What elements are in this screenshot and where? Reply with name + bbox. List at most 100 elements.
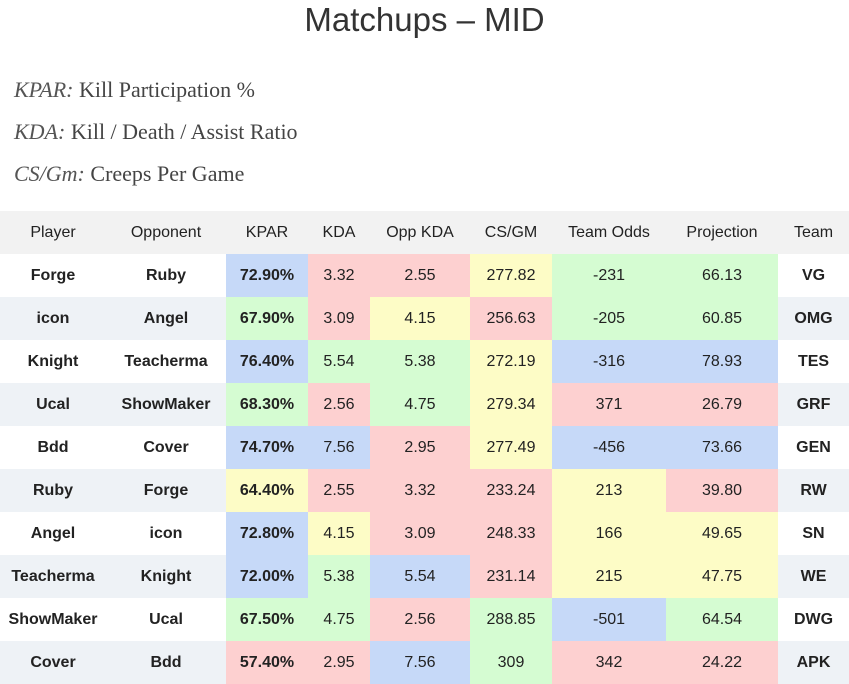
cell-player: ShowMaker — [0, 598, 106, 641]
cell-kpar: 67.50% — [226, 598, 308, 641]
cell-opp-kda: 4.15 — [370, 297, 470, 340]
cell-team: APK — [778, 641, 849, 684]
cell-team: VG — [778, 254, 849, 297]
cell-player: Angel — [0, 512, 106, 555]
cell-cs: 277.49 — [470, 426, 552, 469]
cell-cs: 277.82 — [470, 254, 552, 297]
legend-cs-desc: Creeps Per Game — [90, 161, 245, 186]
cell-opponent: icon — [106, 512, 226, 555]
cell-team: GRF — [778, 383, 849, 426]
cell-kda: 4.15 — [308, 512, 370, 555]
cell-opponent: ShowMaker — [106, 383, 226, 426]
cell-opp-kda: 2.56 — [370, 598, 470, 641]
cell-kpar: 64.40% — [226, 469, 308, 512]
cell-opp-kda: 3.09 — [370, 512, 470, 555]
header-projection[interactable]: Projection — [666, 211, 778, 254]
cell-kda: 3.32 — [308, 254, 370, 297]
legend-cs-abbr: CS/Gm: — [14, 161, 85, 186]
table-row: Bdd Cover 74.70% 7.56 2.95 277.49 -456 73.66 GEN — [0, 426, 849, 469]
cell-team: RW — [778, 469, 849, 512]
table-row: ShowMaker Ucal 67.50% 4.75 2.56 288.85 -501 64.… — [0, 598, 849, 641]
cell-team-odds: 342 — [552, 641, 666, 684]
header-opp-kda[interactable]: Opp KDA — [370, 211, 470, 254]
cell-player: icon — [0, 297, 106, 340]
cell-cs: 279.34 — [470, 383, 552, 426]
page-title: Matchups – MID — [304, 1, 545, 38]
table-row: Angel icon 72.80% 4.15 3.09 248.33 166 49.65 SN — [0, 512, 849, 555]
table-row: Cover Bdd 57.40% 2.95 7.56 309 342 24.22 APK — [0, 641, 849, 684]
cell-kda: 5.38 — [308, 555, 370, 598]
legend-kpar-abbr: KPAR: — [14, 77, 74, 102]
cell-projection: 47.75 — [666, 555, 778, 598]
cell-cs: 256.63 — [470, 297, 552, 340]
cell-player: Knight — [0, 340, 106, 383]
cell-kda: 4.75 — [308, 598, 370, 641]
legend-kda: KDA: Kill / Death / Assist Ratio — [14, 118, 298, 146]
cell-opponent: Forge — [106, 469, 226, 512]
cell-kpar: 72.80% — [226, 512, 308, 555]
table-row: Ucal ShowMaker 68.30% 2.56 4.75 279.34 371 26.7… — [0, 383, 849, 426]
header-team-odds[interactable]: Team Odds — [552, 211, 666, 254]
cell-projection: 66.13 — [666, 254, 778, 297]
cell-player: Ucal — [0, 383, 106, 426]
cell-projection: 64.54 — [666, 598, 778, 641]
header-player[interactable]: Player — [0, 211, 106, 254]
cell-kpar: 67.90% — [226, 297, 308, 340]
cell-team-odds: -231 — [552, 254, 666, 297]
cell-cs: 248.33 — [470, 512, 552, 555]
cell-opponent: Ucal — [106, 598, 226, 641]
header-row: Player Opponent KPAR KDA Opp KDA CS/GM T… — [0, 211, 849, 254]
header-opponent[interactable]: Opponent — [106, 211, 226, 254]
cell-team-odds: -501 — [552, 598, 666, 641]
cell-opponent: Bdd — [106, 641, 226, 684]
cell-kpar: 76.40% — [226, 340, 308, 383]
cell-team: TES — [778, 340, 849, 383]
cell-opponent: Teacherma — [106, 340, 226, 383]
cell-opponent: Angel — [106, 297, 226, 340]
cell-team-odds: 371 — [552, 383, 666, 426]
cell-projection: 24.22 — [666, 641, 778, 684]
header-team[interactable]: Team — [778, 211, 849, 254]
cell-opp-kda: 5.38 — [370, 340, 470, 383]
cell-cs: 288.85 — [470, 598, 552, 641]
cell-projection: 39.80 — [666, 469, 778, 512]
cell-team: DWG — [778, 598, 849, 641]
cell-team-odds: 213 — [552, 469, 666, 512]
header-kpar[interactable]: KPAR — [226, 211, 308, 254]
cell-team: GEN — [778, 426, 849, 469]
cell-team-odds: 215 — [552, 555, 666, 598]
cell-player: Cover — [0, 641, 106, 684]
header-cs[interactable]: CS/GM — [470, 211, 552, 254]
cell-team: WE — [778, 555, 849, 598]
cell-team-odds: -456 — [552, 426, 666, 469]
cell-team-odds: 166 — [552, 512, 666, 555]
cell-kpar: 68.30% — [226, 383, 308, 426]
cell-projection: 49.65 — [666, 512, 778, 555]
cell-cs: 272.19 — [470, 340, 552, 383]
cell-kda: 5.54 — [308, 340, 370, 383]
cell-kda: 2.56 — [308, 383, 370, 426]
cell-opp-kda: 4.75 — [370, 383, 470, 426]
table-row: Ruby Forge 64.40% 2.55 3.32 233.24 213 39.80 RW — [0, 469, 849, 512]
cell-team-odds: -205 — [552, 297, 666, 340]
cell-team: OMG — [778, 297, 849, 340]
header-kda[interactable]: KDA — [308, 211, 370, 254]
cell-kda: 3.09 — [308, 297, 370, 340]
legend-kpar-desc: Kill Participation % — [78, 77, 255, 102]
cell-team: SN — [778, 512, 849, 555]
cell-projection: 73.66 — [666, 426, 778, 469]
cell-opponent: Ruby — [106, 254, 226, 297]
matchups-table: Player Opponent KPAR KDA Opp KDA CS/GM T… — [0, 211, 849, 684]
cell-opp-kda: 5.54 — [370, 555, 470, 598]
cell-opp-kda: 2.55 — [370, 254, 470, 297]
cell-kpar: 72.00% — [226, 555, 308, 598]
cell-cs: 233.24 — [470, 469, 552, 512]
cell-projection: 78.93 — [666, 340, 778, 383]
table-row: Knight Teacherma 76.40% 5.54 5.38 272.19 -316 7… — [0, 340, 849, 383]
cell-kpar: 57.40% — [226, 641, 308, 684]
legend-cs: CS/Gm: Creeps Per Game — [14, 160, 244, 188]
table-row: Forge Ruby 72.90% 3.32 2.55 277.82 -231 66.13 VG — [0, 254, 849, 297]
legend-kda-desc: Kill / Death / Assist Ratio — [70, 119, 298, 144]
cell-opp-kda: 7.56 — [370, 641, 470, 684]
cell-player: Bdd — [0, 426, 106, 469]
